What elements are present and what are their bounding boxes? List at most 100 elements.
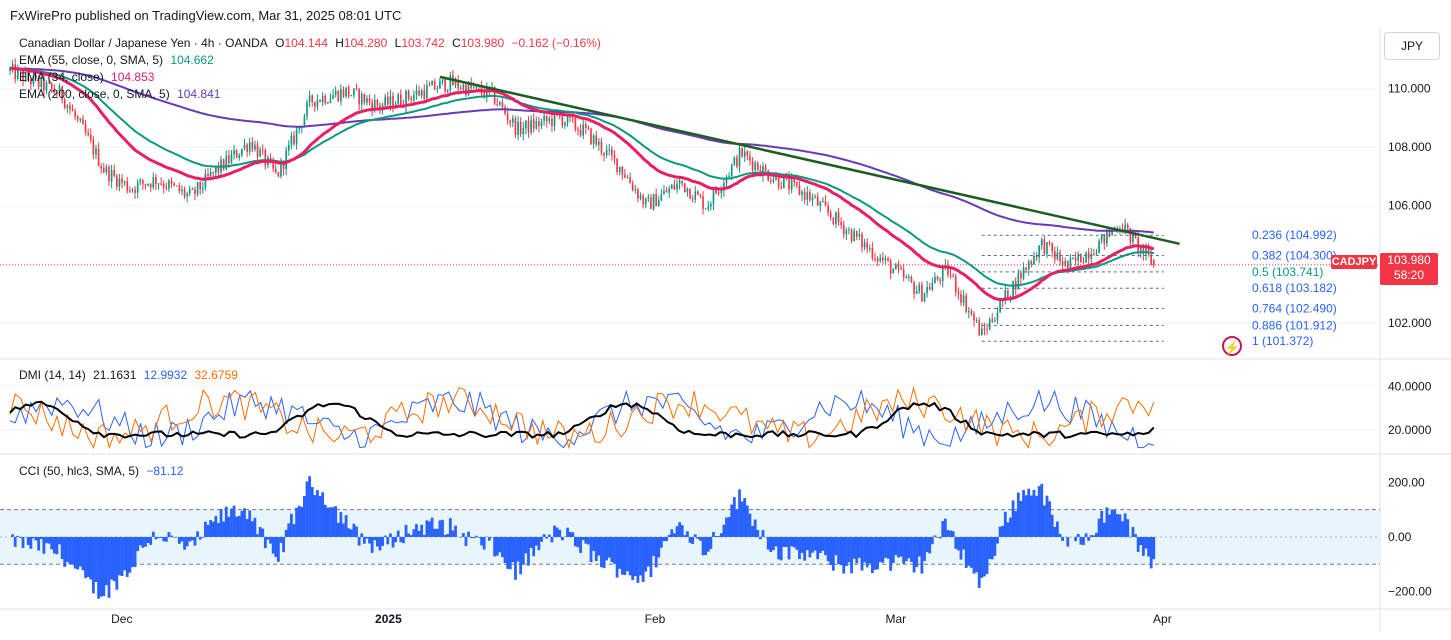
candle <box>175 185 178 187</box>
candle <box>194 186 196 201</box>
candle-body <box>796 181 798 186</box>
candle-body <box>290 135 293 145</box>
cci-bar <box>600 536 603 568</box>
cci-bar <box>308 476 312 537</box>
cci-bar <box>943 518 947 537</box>
candle <box>82 115 84 125</box>
cci-legend[interactable]: CCI (50, hlc3, SMA, 5) −81.12 <box>19 464 187 478</box>
candle-body <box>780 186 783 189</box>
candle <box>900 265 902 271</box>
candle-body <box>316 100 319 107</box>
cci-bar <box>837 536 840 565</box>
candle <box>848 226 850 235</box>
cci-bar <box>1053 526 1057 537</box>
ema55-line <box>9 67 1154 287</box>
candle-body <box>173 183 175 186</box>
candle-body <box>644 198 647 205</box>
candle <box>126 176 129 194</box>
fib-level: 0.886 (101.912) <box>981 318 1337 332</box>
candle-body <box>1126 224 1129 229</box>
candle <box>855 230 858 241</box>
candle <box>842 220 845 239</box>
cci-bar <box>318 495 322 537</box>
candle-body <box>178 185 181 192</box>
candle <box>259 146 261 157</box>
candle-body <box>579 130 582 136</box>
cci-bar <box>693 534 697 537</box>
cci-bar <box>412 529 416 537</box>
currency-button[interactable]: JPY <box>1384 32 1440 60</box>
cci-pane[interactable] <box>0 476 1380 599</box>
ema34-legend[interactable]: EMA (34, close) 104.853 <box>19 70 158 84</box>
candle <box>129 186 131 193</box>
cci-bar <box>772 536 775 551</box>
cci-bar <box>198 536 202 540</box>
price-pane[interactable]: 0.236 (104.992) 0.382 (104.300) 0.5 (103.7… <box>0 58 1380 349</box>
candle-body <box>22 70 24 82</box>
price-tick-label: 110.000 <box>1388 82 1431 96</box>
price-axis[interactable]: 110.000 108.000 106.000 102.000 40.0000 20.00… <box>1388 82 1432 599</box>
candle <box>152 172 155 190</box>
candle <box>58 83 61 95</box>
candle <box>306 99 308 121</box>
lightning-icon[interactable]: ⚡ <box>1222 336 1242 356</box>
cci-bar <box>769 536 773 552</box>
candle-body <box>274 168 277 173</box>
candle <box>816 192 819 206</box>
candle-body <box>910 277 913 283</box>
candle <box>592 133 595 149</box>
candle <box>605 144 608 158</box>
candle-body <box>431 81 433 86</box>
cci-bar <box>842 536 846 574</box>
dmi-legend[interactable]: DMI (14, 14) 21.1631 12.9932 32.6759 <box>19 368 242 382</box>
cci-bar <box>274 536 278 557</box>
candle <box>647 193 650 203</box>
ema200-legend[interactable]: EMA (200, close, 0, SMA, 5) 104.841 <box>19 87 224 101</box>
candle <box>230 150 233 165</box>
cci-bar <box>597 536 601 556</box>
candle-body <box>543 115 545 121</box>
candle-body <box>697 191 699 195</box>
candle-body <box>611 149 613 156</box>
candle <box>618 166 621 176</box>
candle <box>540 118 543 129</box>
candle-body <box>824 201 827 206</box>
cci-bar <box>1128 536 1132 538</box>
cci-bar <box>493 536 497 557</box>
cci-bar <box>581 536 585 541</box>
candle <box>954 273 957 297</box>
candle-body <box>418 90 420 96</box>
symbol-legend[interactable]: Canadian Dollar / Japanese Yen · 4h · OA… <box>19 36 605 50</box>
time-axis[interactable]: Dec 2025 Feb Mar Apr <box>111 612 1172 626</box>
candle <box>1103 233 1106 250</box>
candle-body <box>775 175 777 180</box>
candle <box>1051 242 1054 258</box>
cci-bar <box>146 536 150 543</box>
candle <box>837 208 840 226</box>
candle-body <box>650 197 652 210</box>
cci-bar <box>956 536 960 551</box>
candle-body <box>895 264 897 270</box>
candle-body <box>74 111 76 117</box>
dmi-pane[interactable] <box>9 386 1155 450</box>
candle-body <box>102 168 105 173</box>
cci-bar <box>402 536 405 544</box>
cci-bar <box>863 536 866 563</box>
cci-bar <box>732 497 736 537</box>
candle-body <box>897 264 900 269</box>
cci-bar <box>63 536 67 567</box>
candle <box>782 177 785 189</box>
cci-bar <box>626 536 629 572</box>
cci-bar <box>11 534 15 537</box>
candle-body <box>423 90 426 99</box>
cci-bar <box>321 492 325 537</box>
candle <box>272 157 274 172</box>
candle <box>624 169 626 179</box>
candle <box>902 263 905 282</box>
cci-bar <box>899 536 903 557</box>
cci-bar <box>1141 536 1145 556</box>
fib-level: 1 (101.372) <box>981 334 1313 348</box>
candle-body <box>965 295 968 313</box>
ema55-legend[interactable]: EMA (55, close, 0, SMA, 5) 104.662 <box>19 53 218 67</box>
